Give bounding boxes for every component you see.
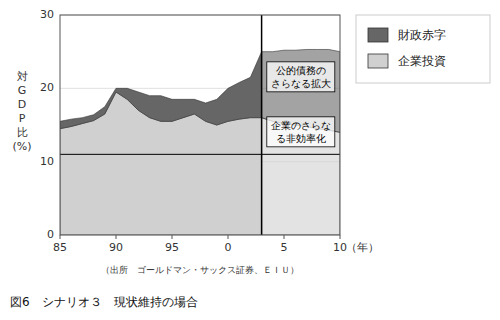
- plot-frame: [60, 15, 340, 235]
- grid: [60, 15, 340, 235]
- x-tick-label: 5: [281, 241, 288, 254]
- x-tick-label: 10: [333, 241, 347, 254]
- annotation-text: 企業のさらなる非効率化: [271, 120, 331, 144]
- title: 図6 シナリオ３ 現状維持の場合: [10, 295, 198, 309]
- x-tick-label: 0: [225, 241, 232, 254]
- legend-swatch: [368, 28, 388, 42]
- x-tick: [340, 235, 341, 239]
- x-tick: [60, 235, 61, 239]
- chart: 01020308590950510（年）対GDP比(%)公的債務のさらなる拡大企…: [0, 0, 500, 320]
- area: [60, 52, 262, 129]
- legend: 財政赤字企業投資: [356, 15, 490, 83]
- y-tick-label: 0: [47, 228, 54, 241]
- reference-line: [60, 154, 340, 155]
- legend-box: [356, 15, 490, 83]
- legend-swatch: [368, 54, 388, 68]
- annotation: 企業のさらなる非効率化: [267, 117, 335, 147]
- plot-area: [60, 15, 340, 235]
- y-tick-label: 10: [40, 155, 54, 168]
- y-axis-label: P: [19, 112, 26, 125]
- annotation-line: さらなる拡大: [271, 78, 331, 89]
- area-forecast: [262, 49, 340, 132]
- annotation-box: [267, 62, 335, 92]
- source: （出所 ゴールドマン・サックス証券、ＥＩＵ）: [101, 265, 299, 275]
- x-tick-label: 85: [53, 241, 67, 254]
- plot-background: [60, 15, 340, 235]
- reference-line: [261, 15, 263, 235]
- annotation-line: 企業のさらな: [271, 120, 331, 131]
- y-axis-label: G: [18, 84, 27, 97]
- x-tick: [228, 235, 229, 239]
- area-forecast: [262, 118, 340, 235]
- x-tick-label: 90: [109, 241, 123, 254]
- x-tick: [284, 235, 285, 239]
- annotation-text: 公的債務のさらなる拡大: [271, 65, 331, 89]
- legend-label: 財政赤字: [398, 28, 446, 42]
- annotation-line: る非効率化: [276, 133, 326, 144]
- y-axis-label: 比: [17, 126, 28, 139]
- annotation-line: 公的債務の: [276, 65, 326, 76]
- x-tick: [116, 235, 117, 239]
- y-tick-label: 20: [40, 81, 54, 94]
- annotation: 公的債務のさらなる拡大: [267, 62, 335, 92]
- legend-label: 企業投資: [398, 54, 446, 68]
- axes: 0 10 20 30 85 90 95 0 5 10: [40, 8, 347, 254]
- annotations: 公的債務のさらなる拡大企業のさらなる非効率化: [267, 62, 335, 147]
- x-axis-label: （年）: [346, 241, 379, 254]
- x-tick: [172, 235, 173, 239]
- y-axis-label: (%): [12, 140, 31, 153]
- y-axis-label: 対: [17, 70, 28, 83]
- y-tick-label: 30: [40, 8, 54, 21]
- x-tick-label: 95: [165, 241, 179, 254]
- y-axis-label: D: [18, 98, 26, 111]
- annotation-box: [267, 117, 335, 147]
